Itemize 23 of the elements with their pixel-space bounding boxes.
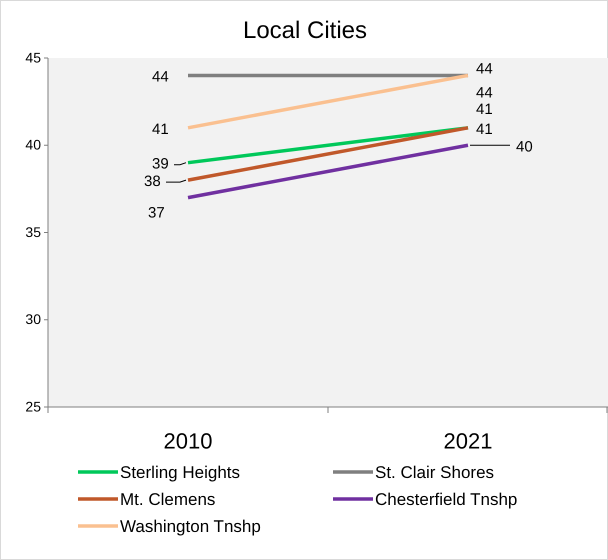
y-tick-label: 30 [25, 311, 42, 328]
legend-label: Mt. Clemens [120, 490, 216, 509]
data-label: 41 [152, 120, 169, 138]
data-label: 37 [148, 204, 165, 222]
x-tick-label: 2021 [444, 428, 492, 454]
x-tick-label: 2010 [164, 428, 212, 454]
data-label: 44 [476, 60, 493, 78]
data-label: 41 [476, 120, 493, 138]
data-label: 41 [476, 100, 493, 118]
data-label: 40 [516, 138, 533, 156]
y-tick-label: 45 [25, 49, 42, 66]
data-label: 38 [144, 173, 161, 190]
data-label: 39 [152, 156, 169, 173]
legend-label: Chesterfield Tnshp [375, 490, 518, 509]
y-tick-label: 40 [25, 136, 42, 153]
legend-label: Washington Tnshp [120, 517, 261, 536]
y-tick-label: 25 [25, 398, 42, 414]
y-tick-label: 35 [25, 224, 42, 240]
data-label: 44 [152, 68, 169, 86]
legend-label: St. Clair Shores [375, 463, 494, 482]
chart-title: Local Cities [242, 17, 368, 44]
legend-label: Sterling Heights [120, 463, 240, 482]
data-label: 44 [476, 84, 493, 102]
